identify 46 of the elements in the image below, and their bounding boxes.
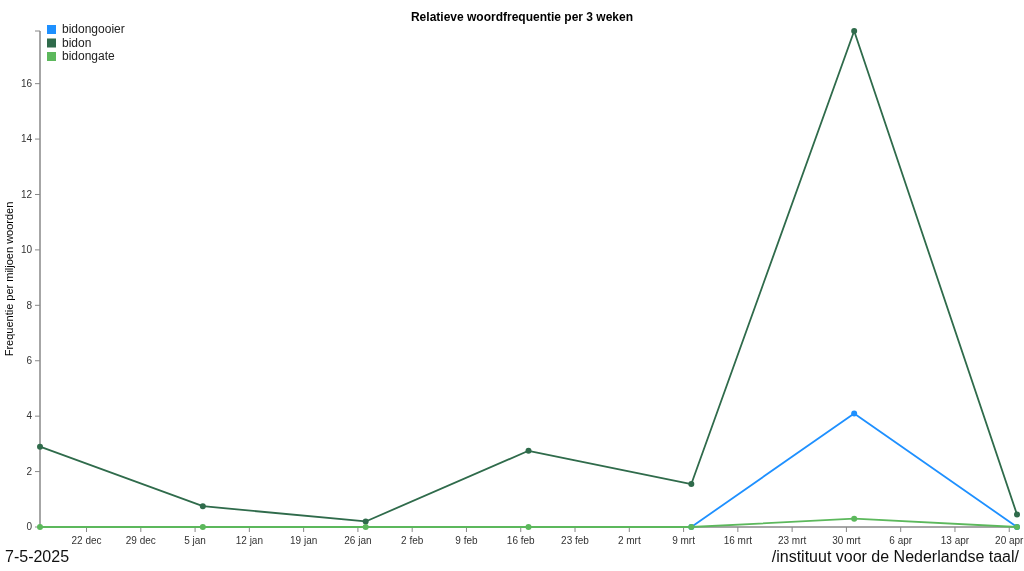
x-tick-label: 16 mrt	[723, 535, 753, 546]
y-tick-label: 16	[20, 77, 33, 89]
x-tick-label: 9 feb	[455, 535, 479, 546]
x-tick-label: 19 jan	[290, 535, 318, 546]
x-tick-label: 29 dec	[125, 535, 156, 546]
x-tick-label: 5 jan	[184, 535, 206, 546]
legend-label: bidongooier	[62, 22, 125, 36]
chart-title: Relatieve woordfrequentie per 3 weken	[410, 10, 634, 24]
x-tick-label: 23 mrt	[777, 535, 807, 546]
y-tick-label: 4	[26, 410, 33, 422]
y-tick-label: 14	[20, 133, 33, 145]
x-tick-label: 23 feb	[561, 535, 590, 546]
text: 7-5-2025	[5, 548, 70, 565]
x-tick-label: 12 jan	[235, 535, 263, 546]
y-axis-title: Frequentie per miljoen woorden	[3, 201, 15, 357]
point	[1014, 511, 1020, 518]
point	[688, 481, 695, 488]
legend-label: bidongate	[62, 49, 116, 63]
point	[525, 524, 532, 530]
x-tick-label: 22 dec	[71, 535, 102, 546]
y-tick-label: 6	[26, 354, 33, 366]
point	[851, 515, 858, 522]
point	[851, 410, 858, 417]
x-tick-label: 2 mrt	[617, 535, 641, 546]
x-tick-label: 30 mrt	[832, 535, 861, 546]
x-tick-label: 13 apr	[940, 535, 970, 546]
y-tick-label: 8	[26, 299, 33, 311]
point	[851, 28, 858, 34]
x-tick-label: 6 apr	[889, 535, 913, 546]
y-tick-label: 0	[26, 521, 33, 533]
x-tick-label: 9 mrt	[672, 535, 696, 546]
text: /instituut voor de Nederlandse taal/	[771, 548, 1020, 565]
y-tick-label: 2	[26, 465, 33, 477]
x-tick-label: 26 jan	[344, 535, 372, 546]
point	[199, 524, 206, 530]
point	[362, 518, 369, 525]
point	[199, 503, 206, 510]
x-tick-label: 2 feb	[401, 535, 424, 546]
point	[37, 443, 43, 450]
legend-label: bidon	[62, 35, 92, 50]
y-tick-label: 12	[20, 188, 33, 200]
y-tick-label: 10	[20, 244, 33, 256]
x-tick-label: 20 apr	[995, 535, 1024, 546]
point	[525, 447, 532, 454]
point	[362, 524, 369, 530]
x-tick-label: 16 feb	[506, 535, 536, 546]
